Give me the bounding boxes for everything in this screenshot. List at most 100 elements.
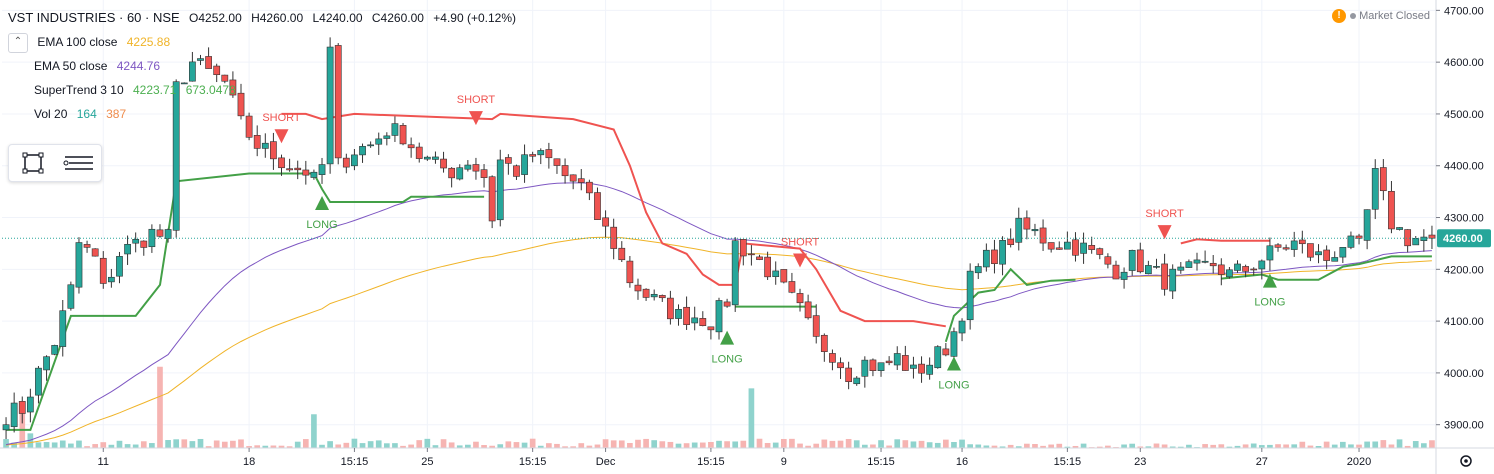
candle[interactable] [35, 365, 42, 404]
candle[interactable] [1217, 258, 1225, 286]
candle[interactable] [602, 210, 609, 238]
candle[interactable] [1080, 232, 1087, 264]
candle[interactable] [407, 137, 415, 158]
candle[interactable] [10, 392, 18, 433]
candle[interactable] [43, 355, 50, 381]
candle[interactable] [1169, 264, 1177, 300]
candle[interactable] [764, 251, 771, 280]
candle[interactable] [1428, 225, 1436, 250]
candle[interactable] [375, 132, 383, 155]
candle[interactable] [213, 63, 221, 83]
candle[interactable] [521, 144, 528, 183]
candle[interactable] [999, 236, 1006, 276]
candle[interactable] [982, 243, 990, 272]
candle[interactable] [626, 255, 634, 288]
candle[interactable] [885, 356, 893, 366]
candle[interactable] [1355, 233, 1363, 245]
candle[interactable] [650, 289, 658, 301]
candle[interactable] [513, 164, 520, 180]
candle[interactable] [1412, 236, 1420, 246]
candle[interactable] [286, 158, 293, 172]
candle[interactable] [918, 356, 925, 383]
chevron-up-icon[interactable]: ⌃ [8, 32, 28, 53]
candle[interactable] [756, 254, 763, 261]
candle[interactable] [1153, 258, 1160, 269]
candle[interactable] [415, 142, 423, 163]
candle[interactable] [480, 164, 488, 188]
candle[interactable] [577, 169, 585, 191]
candle[interactable] [1145, 260, 1152, 275]
candle[interactable] [91, 248, 99, 257]
candle[interactable] [148, 224, 156, 253]
candle[interactable] [901, 345, 909, 371]
candle[interactable] [1298, 230, 1306, 254]
candle[interactable] [1072, 232, 1079, 262]
candle[interactable] [926, 357, 934, 380]
candle[interactable] [464, 160, 472, 172]
candle[interactable] [180, 82, 188, 85]
candle[interactable] [1331, 251, 1339, 262]
candle[interactable] [780, 269, 788, 284]
candle[interactable] [1023, 210, 1031, 240]
candle[interactable] [804, 294, 812, 320]
candle[interactable] [1396, 227, 1403, 231]
candle[interactable] [837, 357, 844, 379]
candle[interactable] [658, 294, 666, 302]
candle[interactable] [772, 261, 780, 285]
candle[interactable] [205, 47, 212, 69]
candle[interactable] [1015, 207, 1023, 251]
candle[interactable] [610, 218, 618, 260]
candle[interactable] [934, 345, 942, 369]
candle[interactable] [1282, 244, 1290, 251]
candle[interactable] [1363, 209, 1371, 250]
candle[interactable] [991, 239, 998, 274]
candle[interactable] [731, 237, 739, 312]
candle[interactable] [869, 358, 877, 377]
candle[interactable] [189, 51, 196, 82]
exclamation-icon[interactable]: ! [1332, 9, 1347, 23]
indicator-row-supertrend[interactable]: SuperTrend 3 10 4223.71 673.0478 [8, 78, 516, 102]
candle[interactable] [197, 54, 204, 66]
candle[interactable] [723, 298, 731, 308]
candle[interactable] [796, 288, 804, 312]
candle[interactable] [1347, 231, 1355, 250]
candle[interactable] [1177, 262, 1185, 274]
candle[interactable] [634, 278, 642, 300]
candle[interactable] [488, 175, 496, 229]
candle[interactable] [351, 148, 358, 171]
candle[interactable] [1031, 223, 1039, 236]
candle[interactable] [1404, 229, 1412, 253]
candle[interactable] [116, 251, 123, 284]
candle[interactable] [1112, 260, 1120, 280]
candle[interactable] [1290, 231, 1298, 257]
candle[interactable] [1307, 243, 1314, 262]
candle[interactable] [691, 306, 699, 331]
candle[interactable] [423, 155, 431, 161]
candle[interactable] [974, 263, 982, 280]
candle[interactable] [448, 167, 456, 188]
candle[interactable] [318, 157, 326, 184]
candle[interactable] [707, 326, 715, 340]
candle[interactable] [334, 43, 342, 165]
candle[interactable] [472, 157, 480, 180]
candle[interactable] [1088, 236, 1096, 254]
candle[interactable] [221, 74, 229, 84]
candle[interactable] [1339, 247, 1347, 263]
candle[interactable] [432, 151, 439, 164]
candle[interactable] [342, 153, 350, 174]
candle[interactable] [820, 333, 828, 362]
candle[interactable] [359, 143, 366, 163]
candle[interactable] [1266, 237, 1274, 271]
lines-tool-icon[interactable] [57, 149, 97, 177]
indicator-row-ema50[interactable]: EMA 50 close 4244.76 [8, 54, 516, 78]
candle[interactable] [383, 132, 391, 146]
candle[interactable] [399, 122, 407, 146]
indicator-row-volume[interactable]: Vol 20 164 387 [8, 102, 516, 126]
candle[interactable] [537, 148, 545, 165]
candle[interactable] [367, 141, 375, 148]
candle[interactable] [326, 37, 334, 174]
candle[interactable] [1096, 247, 1104, 260]
candle[interactable] [748, 245, 755, 266]
candle[interactable] [253, 125, 261, 157]
candle[interactable] [2, 417, 10, 440]
